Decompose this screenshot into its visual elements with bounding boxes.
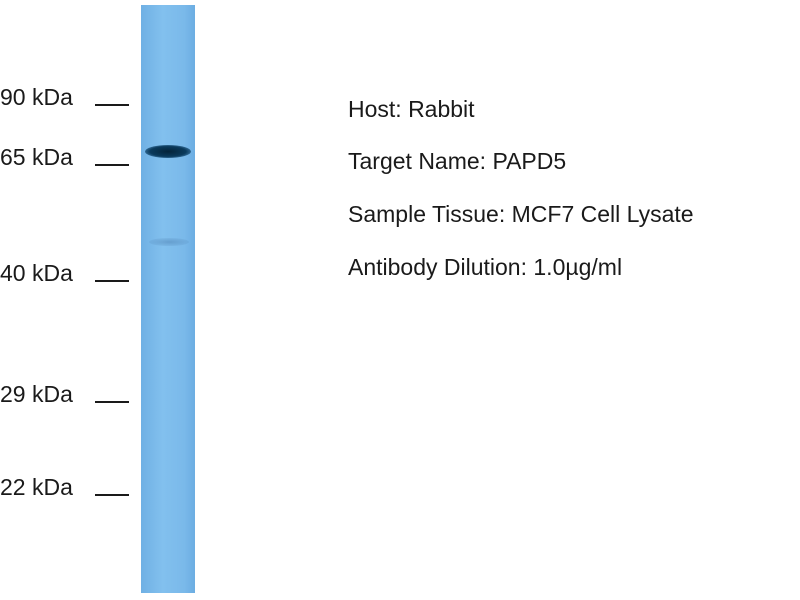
blot-lane (141, 5, 195, 593)
marker-40: 40 kDa (0, 260, 130, 286)
tissue-text: Sample Tissue: MCF7 Cell Lysate (348, 201, 694, 227)
marker-tick (95, 164, 129, 166)
marker-tick (95, 280, 129, 282)
marker-label: 90 kDa (0, 84, 73, 110)
marker-90: 90 kDa (0, 84, 130, 110)
dilution-text: Antibody Dilution: 1.0µg/ml (348, 254, 623, 280)
marker-label: 40 kDa (0, 260, 73, 286)
marker-22: 22 kDa (0, 474, 130, 500)
marker-29: 29 kDa (0, 381, 130, 407)
host-text: Host: Rabbit (348, 96, 475, 122)
marker-label: 29 kDa (0, 381, 73, 407)
marker-65: 65 kDa (0, 144, 130, 170)
target-text: Target Name: PAPD5 (348, 148, 567, 174)
main-band (145, 145, 191, 158)
faint-band (149, 238, 189, 246)
marker-tick (95, 401, 129, 403)
marker-tick (95, 104, 129, 106)
marker-label: 22 kDa (0, 474, 73, 500)
marker-tick (95, 494, 129, 496)
marker-label: 65 kDa (0, 144, 73, 170)
